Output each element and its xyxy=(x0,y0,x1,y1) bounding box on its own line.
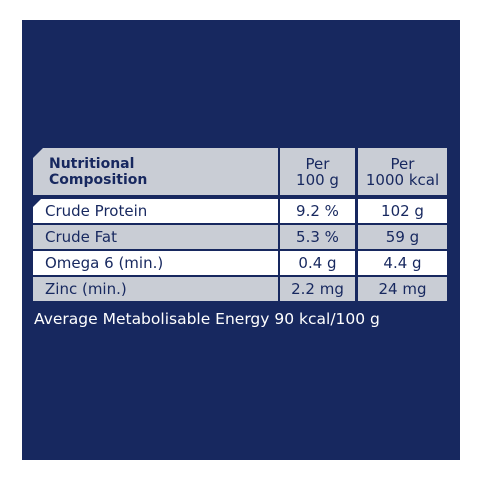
header-line: 100 g xyxy=(296,170,339,189)
row-value: 59 g xyxy=(358,225,447,249)
row-label: Omega 6 (min.) xyxy=(33,251,278,275)
row-label: Crude Protein xyxy=(33,199,278,223)
header-cell: Per 100 g xyxy=(280,148,355,195)
row-value: 4.4 g xyxy=(358,251,447,275)
row-label: Zinc (min.) xyxy=(33,277,278,301)
header-line: Per xyxy=(390,154,415,173)
header-cell: Per 1000 kcal xyxy=(358,148,447,195)
row-value: 9.2 % xyxy=(280,199,355,223)
row-value: 24 mg xyxy=(358,277,447,301)
row-value: 102 g xyxy=(358,199,447,223)
header-cell: Nutritional Composition xyxy=(33,148,278,195)
header-line: Composition xyxy=(49,171,148,188)
header-line: Per xyxy=(305,154,330,173)
header-line: Nutritional xyxy=(49,155,135,172)
row-value: 5.3 % xyxy=(280,225,355,249)
row-value: 2.2 mg xyxy=(280,277,355,301)
row-label: Crude Fat xyxy=(33,225,278,249)
footer-note: Average Metabolisable Energy 90 kcal/100… xyxy=(34,310,380,328)
row-value: 0.4 g xyxy=(280,251,355,275)
header-line: 1000 kcal xyxy=(365,170,440,189)
